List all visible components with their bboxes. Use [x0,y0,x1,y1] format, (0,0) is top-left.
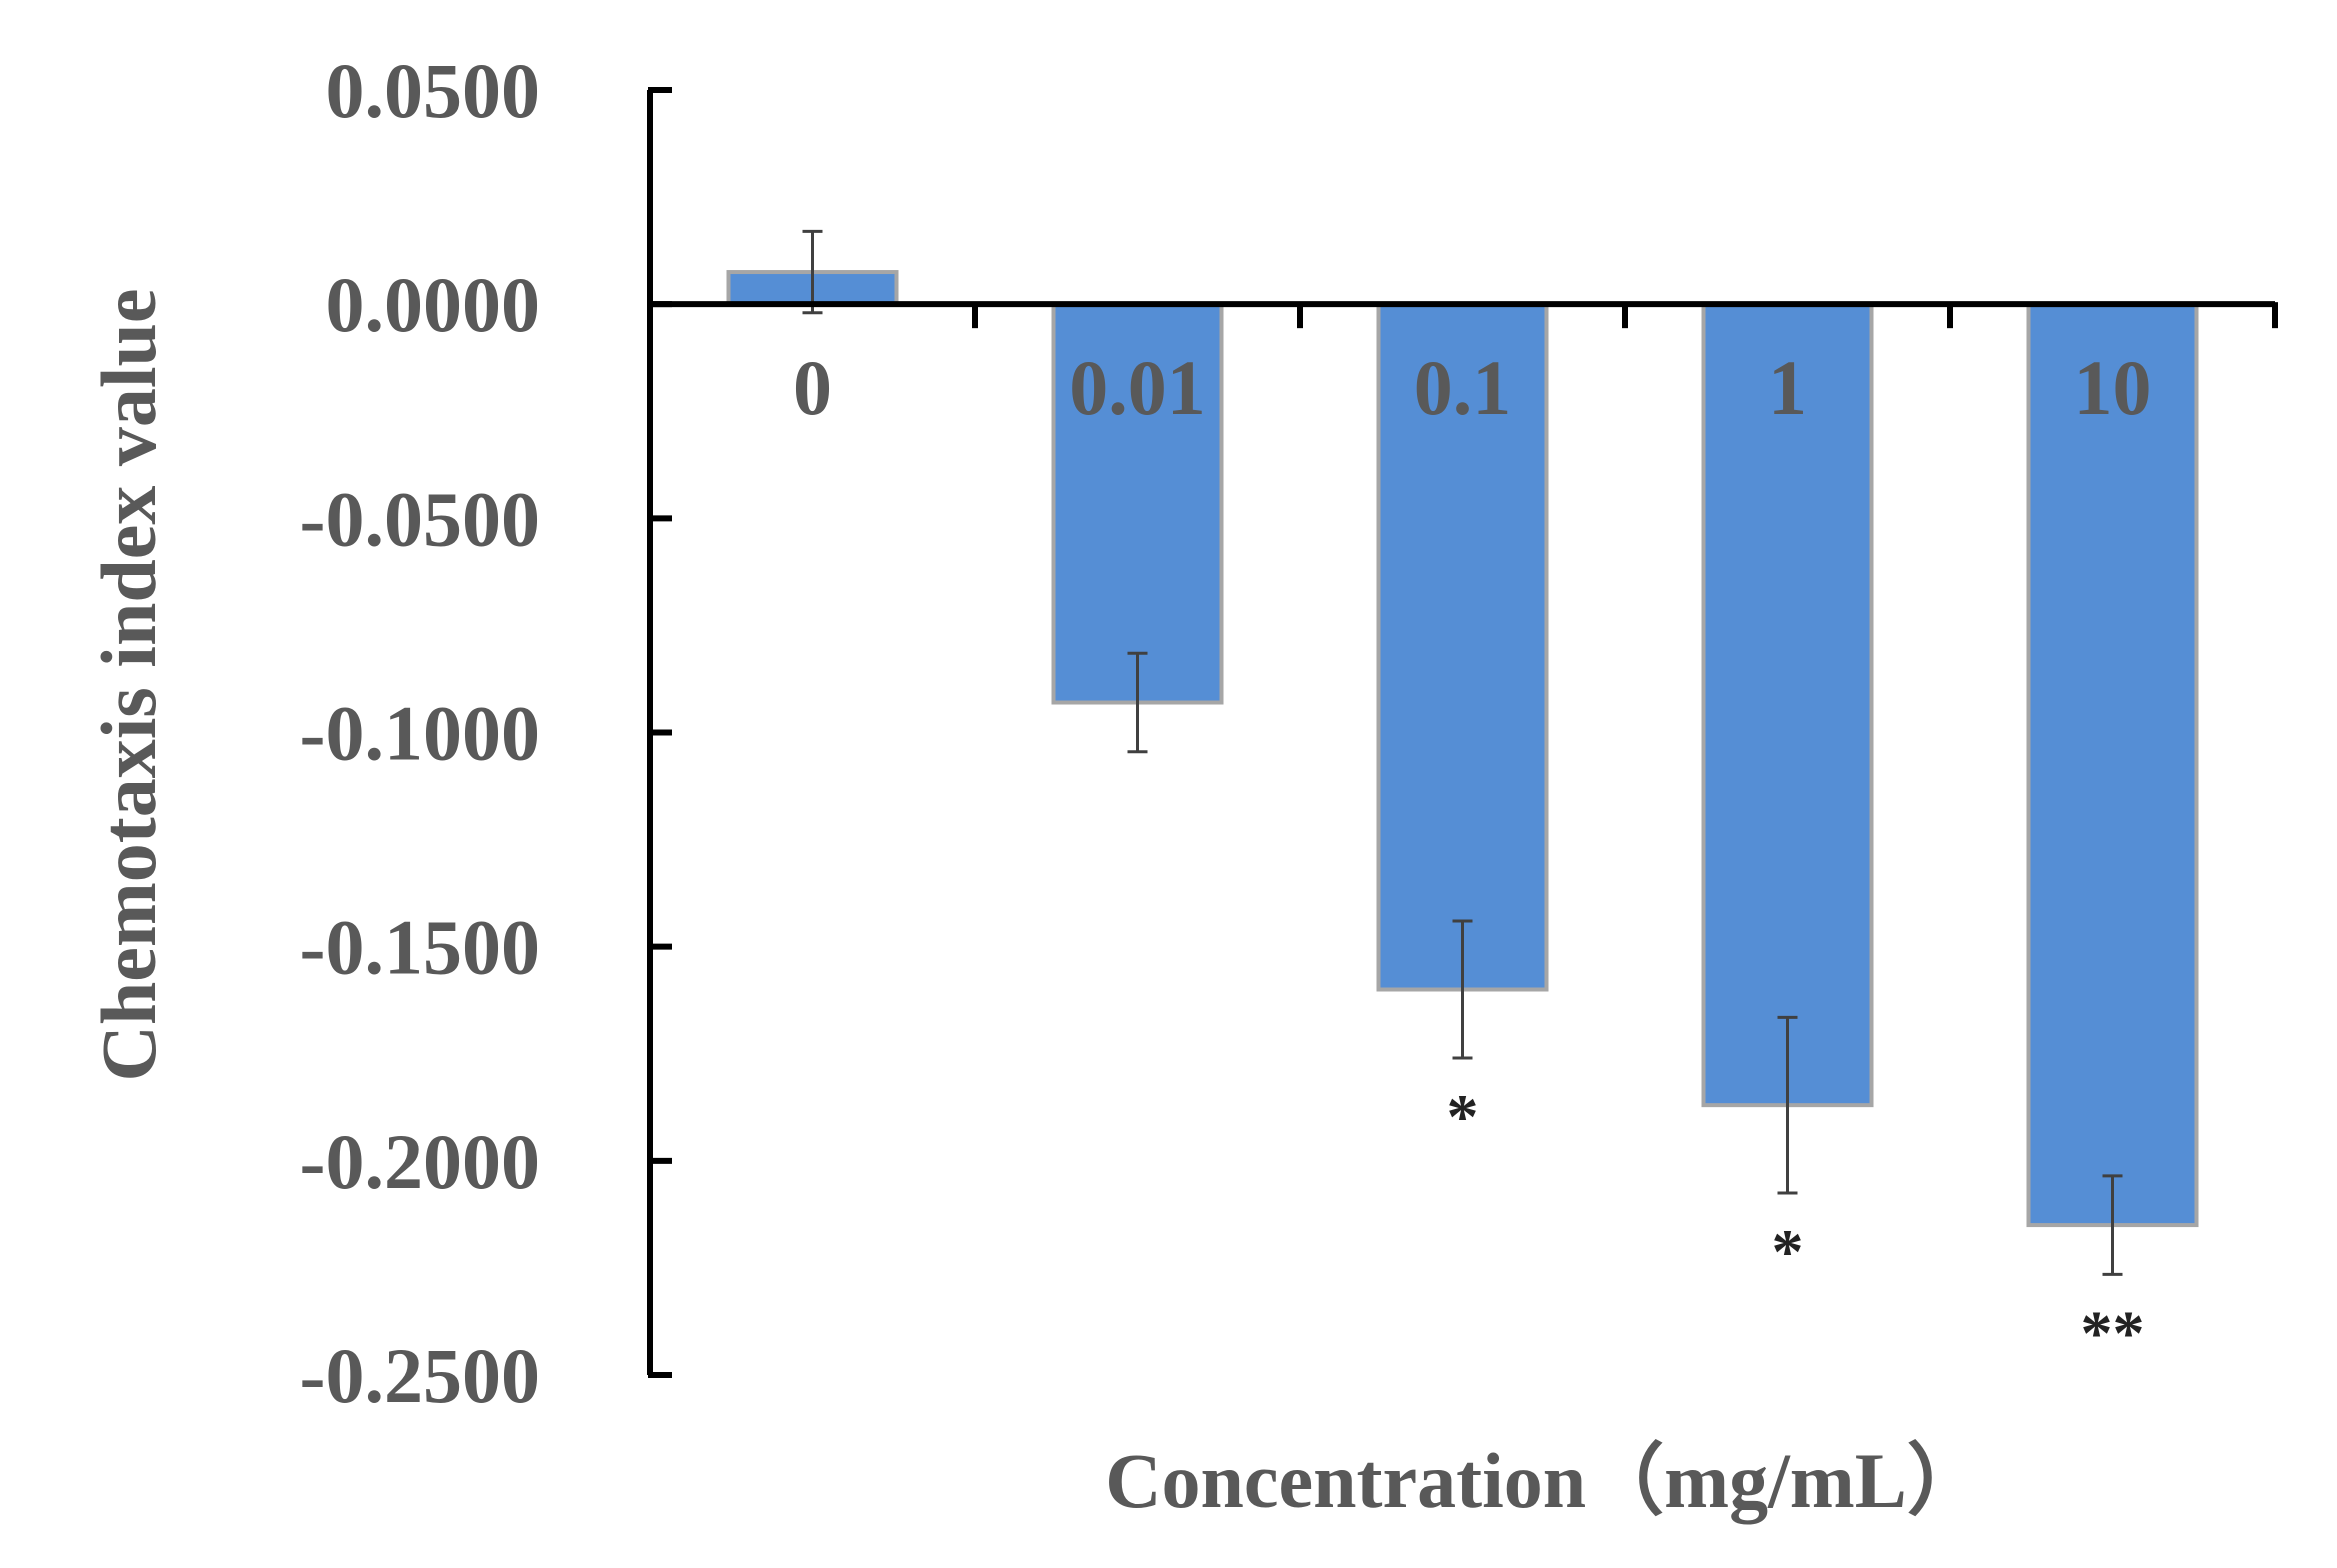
x-axis-title: Concentration（mg/mL） [1105,1437,1985,1524]
label-layer: 0 0.01 * 0.1 * 1 ** 10 0.0500 0.0000 -0.0500 -0.100… [300,47,2152,1419]
significance-label-0.1: * [1447,1081,1479,1152]
significance-label-1: * [1772,1216,1804,1287]
y-tick-label--0.0500: -0.0500 [300,475,540,562]
significance-label-10: ** [2081,1297,2145,1368]
y-axis-title: Chemotaxis index value [85,288,172,1081]
bar-10 [2026,302,2199,1228]
y-tick-label--0.1500: -0.1500 [300,904,540,991]
x-tick-label-10: 10 [2074,344,2152,431]
y-tick-label--0.2500: -0.2500 [300,1332,540,1419]
y-tick-label-0.0000: 0.0000 [326,261,541,348]
y-tick-label--0.1000: -0.1000 [300,690,540,777]
y-tick-label-0.0500: 0.0500 [326,47,541,134]
bars-layer [726,229,2199,1276]
x-tick-label-0: 0 [793,344,832,431]
y-tick-label--0.2000: -0.2000 [300,1118,540,1205]
axis-layer [647,87,2278,1378]
x-tick-label-0.01: 0.01 [1069,344,1206,431]
x-tick-label-1: 1 [1768,344,1807,431]
x-tick-label-0.1: 0.1 [1414,344,1512,431]
bar-0.1 [1376,302,1549,992]
